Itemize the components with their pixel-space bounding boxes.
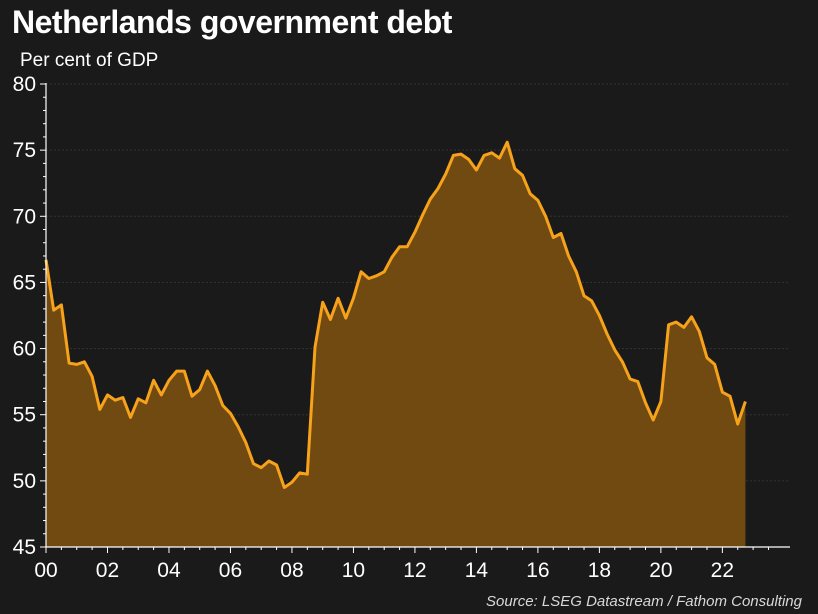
series-area-group [44,140,747,547]
x-axis-ticks: 00 02 04 06 08 10 12 14 16 18 20 22 [34,547,769,582]
x-tick-label: 04 [157,559,181,582]
series-area-fill [46,142,746,547]
x-tick-label: 22 [711,559,734,582]
source-note: Source: LSEG Datastream / Fathom Consult… [486,593,802,610]
y-tick-label: 55 [13,404,36,427]
x-tick-label: 10 [342,559,365,582]
y-tick-label: 45 [13,536,36,559]
x-tick-label: 00 [34,559,57,582]
x-tick-label: 14 [465,559,489,582]
y-tick-label: 75 [13,139,36,162]
axes [45,83,790,548]
chart-subtitle: Per cent of GDP [20,50,159,71]
y-tick-label: 50 [13,470,36,493]
y-tick-label: 80 [13,73,36,96]
y-tick-label: 65 [13,271,36,294]
x-tick-label: 12 [403,559,426,582]
y-axis-ticks: 45 50 55 60 65 70 75 80 [13,73,46,559]
x-tick-label: 18 [588,559,611,582]
x-tick-label: 06 [219,559,242,582]
x-tick-label: 16 [526,559,549,582]
x-tick-label: 20 [649,559,672,582]
y-tick-label: 70 [13,205,36,228]
x-tick-label: 02 [96,559,119,582]
y-tick-label: 60 [13,338,36,361]
series-line [44,140,747,489]
x-tick-label: 08 [280,559,303,582]
chart-title: Netherlands government debt [12,4,452,40]
